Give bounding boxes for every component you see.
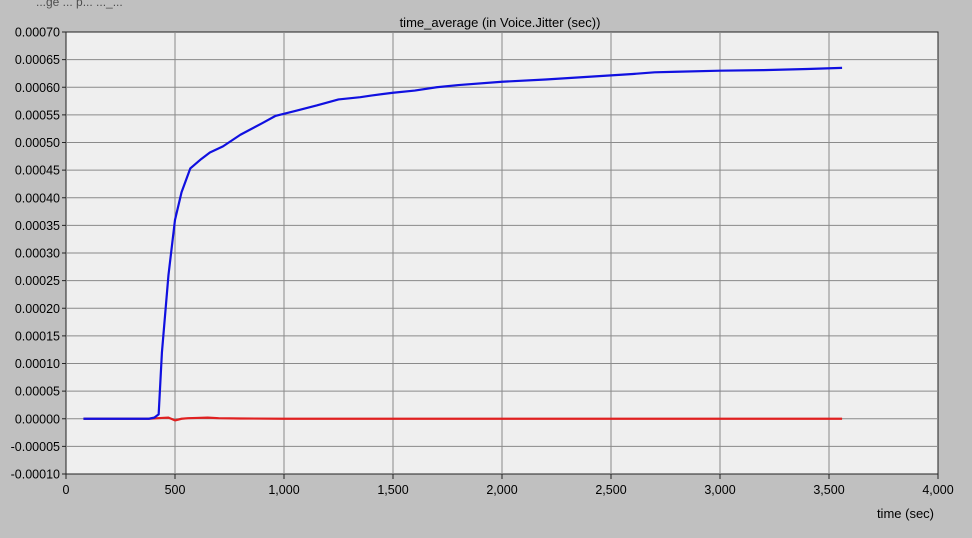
y-tick-label: 0.00015: [15, 329, 60, 343]
y-tick-label: 0.00040: [15, 191, 60, 205]
y-tick-label: 0.00055: [15, 108, 60, 122]
y-tick-label: 0.00025: [15, 274, 60, 288]
y-tick-label: 0.00035: [15, 219, 60, 233]
y-tick-label: -0.00010: [11, 468, 60, 482]
y-tick-label: 0.00030: [15, 247, 60, 261]
y-tick-label: 0.00010: [15, 357, 60, 371]
y-tick-label: 0.00050: [15, 136, 60, 150]
y-tick-label: 0.00045: [15, 164, 60, 178]
x-axis-label: time (sec): [877, 506, 934, 521]
x-tick-label: 4,000: [922, 483, 953, 497]
y-tick-label: -0.00005: [11, 440, 60, 454]
x-tick-label: 3,500: [813, 483, 844, 497]
x-tick-label: 500: [165, 483, 186, 497]
x-tick-label: 2,000: [486, 483, 517, 497]
x-axis-ticks: 0 500 1,000 1,500 2,000 2,500 3,000 3,500 4,000: [63, 474, 954, 497]
y-tick-label: 0.00070: [15, 26, 60, 40]
y-tick-label: 0.00005: [15, 385, 60, 399]
x-tick-label: 2,500: [595, 483, 626, 497]
y-axis-ticks: 0.00070 0.00065 0.00060 0.00055 0.00050 0.000…: [11, 26, 66, 482]
x-tick-label: 0: [63, 483, 70, 497]
series-line-1: [83, 416, 843, 422]
chart-title: time_average (in Voice.Jitter (sec)): [400, 15, 601, 30]
y-tick-label: 0.00060: [15, 81, 60, 95]
x-tick-label: 3,000: [704, 483, 735, 497]
series-line-0: [83, 66, 843, 420]
y-tick-label: 0.00020: [15, 302, 60, 316]
x-tick-label: 1,000: [268, 483, 299, 497]
x-tick-label: 1,500: [377, 483, 408, 497]
window-header-fragment: ...ge ... p... ..._...: [36, 0, 123, 9]
y-tick-label: 0.00000: [15, 412, 60, 426]
series-lines: [83, 66, 843, 422]
grid-lines: [66, 32, 938, 474]
y-tick-label: 0.00065: [15, 53, 60, 67]
